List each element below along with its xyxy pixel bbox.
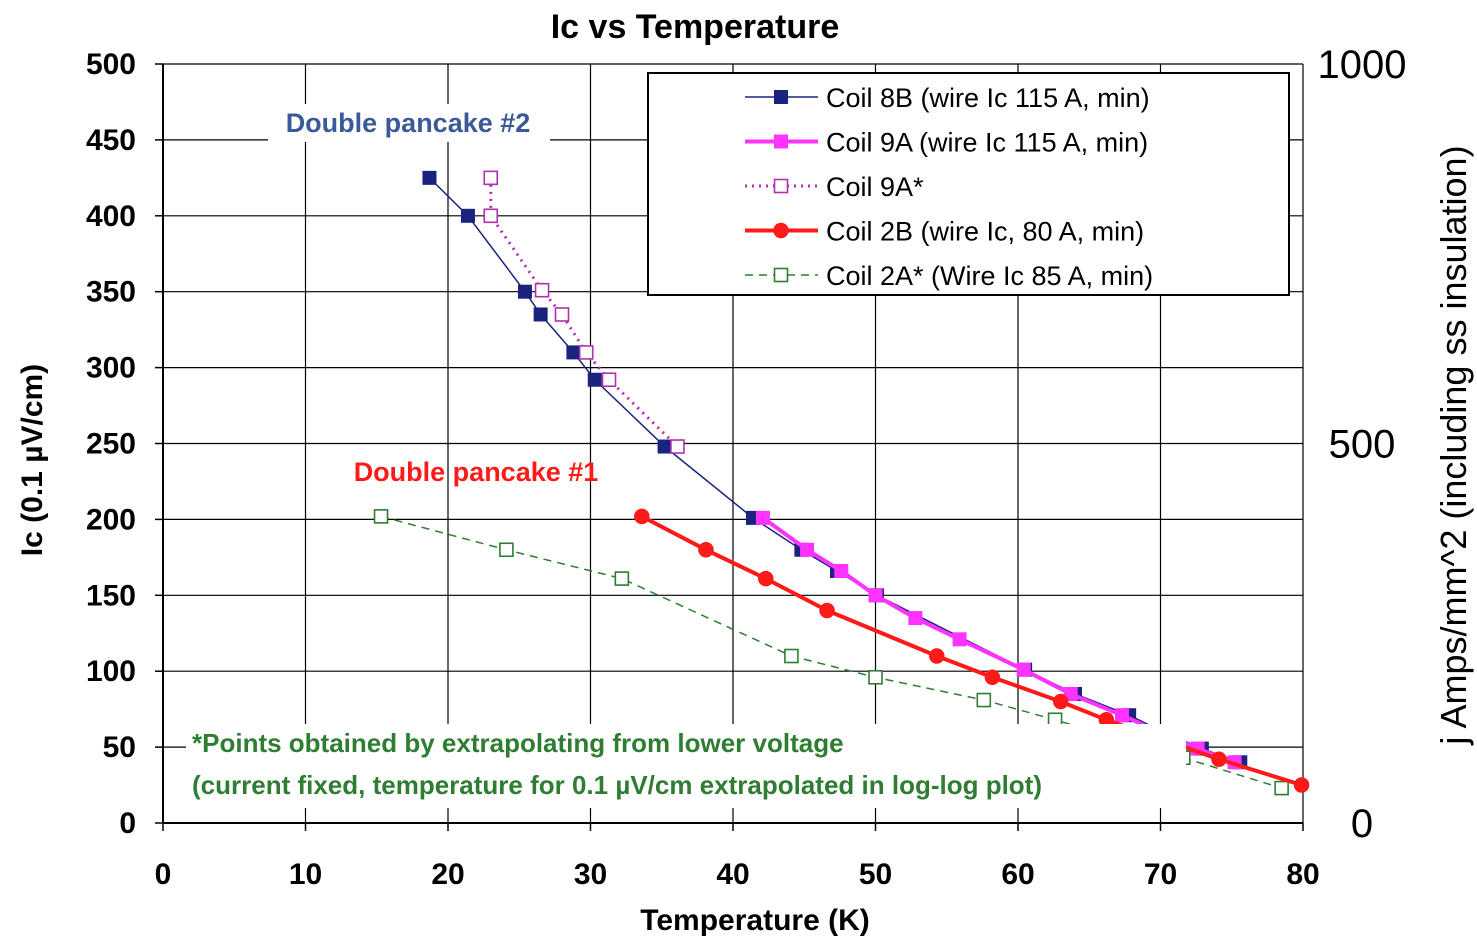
data-point — [834, 564, 849, 579]
y-tick-label: 100 — [86, 655, 136, 688]
data-point — [1016, 662, 1031, 677]
x-axis-label: Temperature (K) — [640, 904, 869, 937]
data-point — [758, 570, 774, 587]
note-bg — [186, 724, 1186, 808]
x-tick-label: 50 — [859, 858, 892, 891]
data-point — [819, 602, 835, 619]
data-point — [422, 170, 437, 185]
y-tick-label: 400 — [86, 200, 136, 233]
data-point — [657, 439, 672, 454]
y-tick-label: 250 — [86, 428, 136, 461]
data-point — [373, 509, 389, 524]
chart-title: Ic vs Temperature — [551, 8, 840, 46]
y-tick-label: 450 — [86, 124, 136, 157]
annotation-double-pancake-1: Double pancake #1 — [354, 457, 599, 487]
data-point — [952, 632, 967, 647]
data-point — [483, 208, 499, 224]
x-tick-label: 70 — [1144, 858, 1177, 891]
y2-axis-label: j Amps/mm^2 (including ss insulation) — [1433, 145, 1474, 745]
legend-label: Coil 2A* (Wire Ic 85 A, min) — [826, 261, 1153, 291]
legend-marker — [773, 178, 789, 194]
y-tick-label: 150 — [86, 579, 136, 612]
data-point — [908, 611, 923, 626]
x-tick-label: 20 — [431, 858, 464, 891]
annotation-double-pancake-2: Double pancake #2 — [286, 108, 531, 138]
data-point — [1115, 708, 1130, 723]
legend-label: Coil 9A* — [826, 172, 924, 202]
legend-box — [647, 72, 1290, 296]
y2-tick-label: 1000 — [1318, 43, 1407, 87]
x-tick-label: 40 — [716, 858, 749, 891]
grid-lines — [155, 63, 1304, 831]
data-point — [517, 284, 532, 299]
x-tick-label: 10 — [289, 858, 322, 891]
y-tick-label: 200 — [86, 503, 136, 536]
data-point — [1063, 686, 1078, 701]
legend-marker — [774, 134, 788, 149]
data-point — [578, 345, 594, 360]
data-point — [784, 648, 799, 664]
legend-marker — [774, 90, 788, 104]
legend-marker — [773, 267, 789, 283]
data-point — [534, 282, 550, 298]
legend-marker — [773, 222, 789, 239]
data-point — [587, 372, 602, 387]
legend-label: Coil 2B (wire Ic, 80 A, min) — [826, 217, 1144, 247]
data-point — [800, 542, 815, 557]
data-point — [976, 692, 992, 708]
y-tick-label: 350 — [86, 276, 136, 309]
series-2 — [483, 170, 685, 454]
data-point — [670, 439, 685, 454]
y-tick-label: 500 — [86, 48, 136, 81]
data-point — [614, 571, 630, 586]
data-point — [499, 542, 514, 558]
x-tick-label: 80 — [1286, 858, 1319, 891]
y2-tick-label: 500 — [1329, 423, 1396, 467]
note-line-2: (current fixed, temperature for 0.1 µV/c… — [192, 770, 1042, 800]
y-axis-label: Ic (0.1 µV/cm) — [16, 364, 49, 556]
y2-tick-label: 0 — [1351, 802, 1373, 846]
data-point — [698, 542, 714, 558]
y-tick-label: 50 — [103, 731, 136, 764]
data-point — [1211, 751, 1227, 767]
data-point — [566, 345, 581, 360]
data-point — [460, 208, 475, 223]
data-point — [533, 307, 548, 322]
data-point — [1274, 780, 1289, 796]
data-point — [755, 510, 770, 525]
data-point — [868, 588, 883, 603]
data-point — [929, 648, 945, 664]
y-tick-label: 0 — [119, 807, 136, 840]
x-tick-label: 60 — [1001, 858, 1034, 891]
note-line-1: *Points obtained by extrapolating from l… — [192, 728, 844, 758]
legend-label: Coil 8B (wire Ic 115 A, min) — [826, 83, 1150, 113]
data-point — [601, 372, 617, 388]
annotation-dp2-bg — [268, 104, 550, 142]
data-point — [483, 170, 499, 186]
legend: Coil 8B (wire Ic 115 A, min) Coil 9A (wir… — [647, 72, 1290, 296]
data-point — [984, 669, 1001, 686]
legend-label: Coil 9A (wire Ic 115 A, min) — [826, 128, 1148, 158]
y-tick-label: 300 — [86, 352, 136, 385]
data-point — [868, 669, 883, 685]
data-point — [1293, 777, 1310, 793]
x-tick-label: 0 — [155, 858, 172, 891]
data-point — [554, 307, 570, 322]
data-point — [634, 508, 650, 525]
x-tick-label: 30 — [574, 858, 607, 891]
data-point — [1053, 693, 1069, 710]
